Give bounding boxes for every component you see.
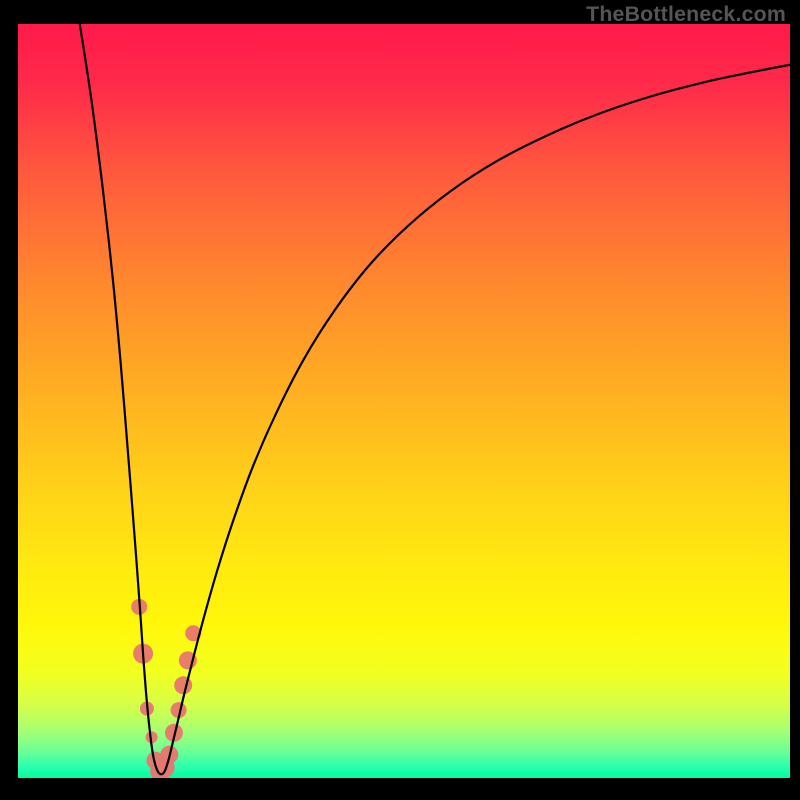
bottleneck-chart-svg bbox=[18, 24, 790, 778]
data-marker bbox=[174, 676, 192, 694]
plot-area bbox=[18, 24, 790, 778]
chart-frame: TheBottleneck.com bbox=[0, 0, 800, 800]
gradient-background bbox=[18, 24, 790, 778]
